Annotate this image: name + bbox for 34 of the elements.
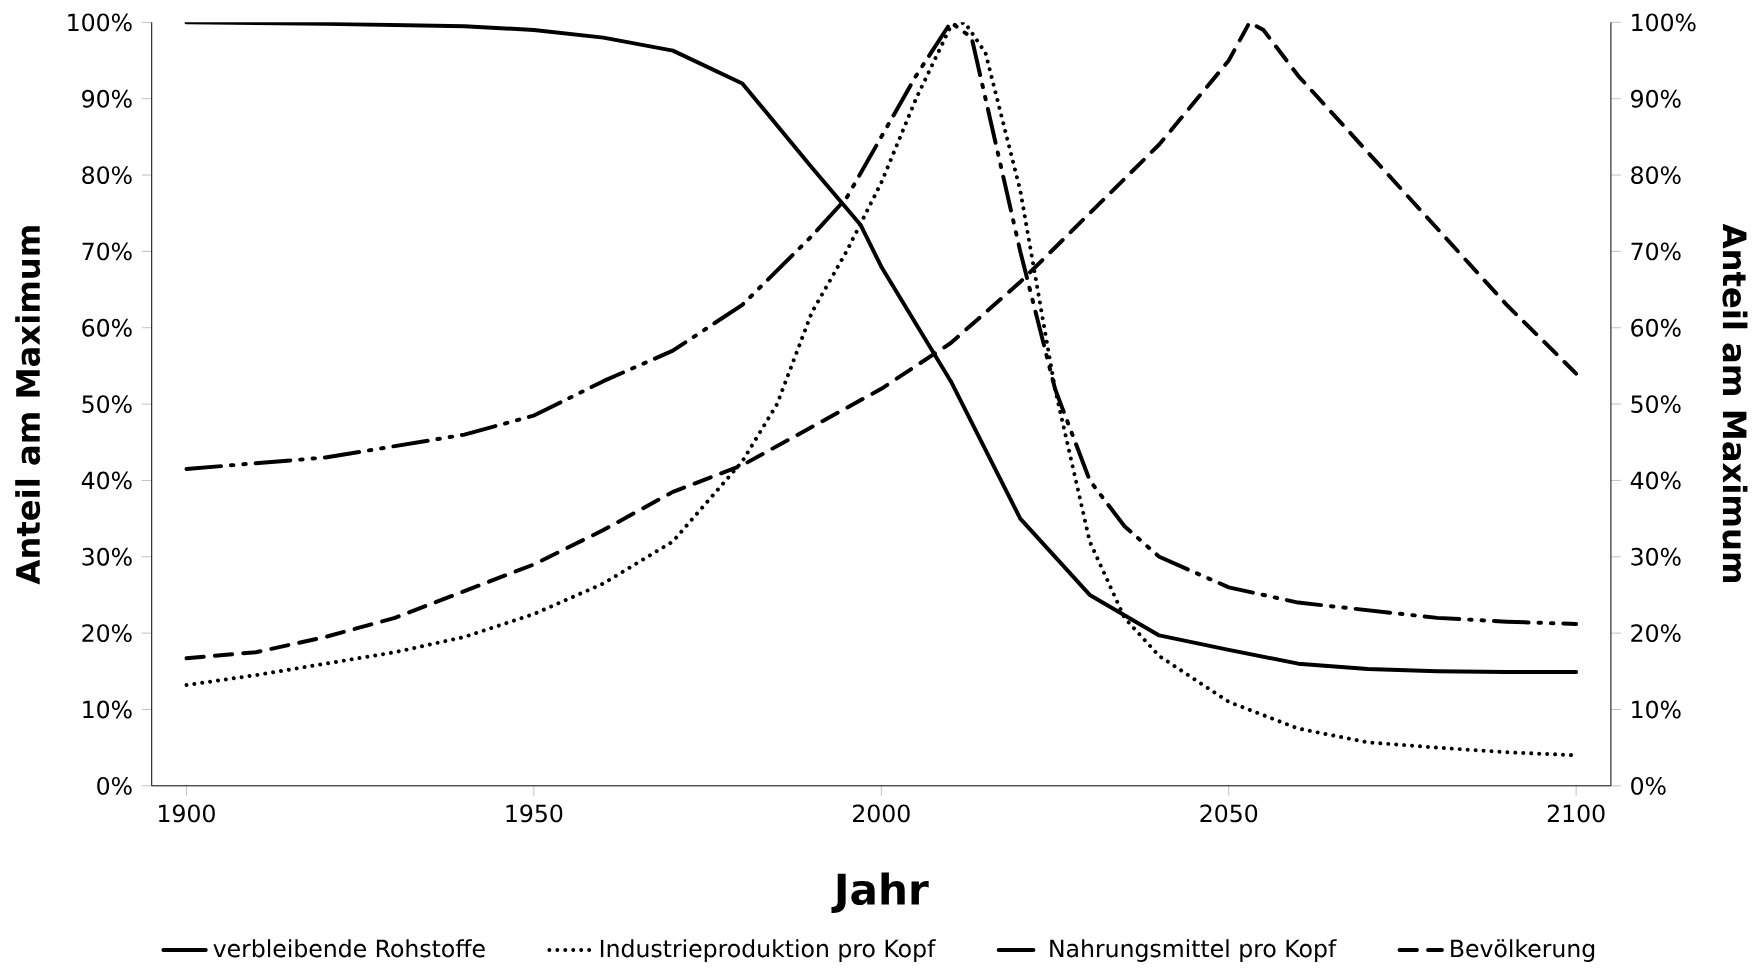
y2-axis-title: Anteil am Maximum xyxy=(1722,223,1748,582)
y2-tick-label: 10% xyxy=(1632,700,1681,719)
x-tick-label: 2050 xyxy=(1200,804,1258,823)
y-tick-label: 0% xyxy=(97,776,132,795)
y2-tick-label: 0% xyxy=(1631,776,1666,795)
x-axis-title: Jahr xyxy=(831,872,929,913)
y2-tick-label: 80% xyxy=(1631,166,1681,184)
y-tick-label: 20% xyxy=(82,624,132,643)
legend-label: Industrieproduktion pro Kopf xyxy=(600,939,936,962)
x-tick-label: 1900 xyxy=(159,804,215,823)
y-tick-label: 70% xyxy=(82,242,132,261)
x-tick-label: 1950 xyxy=(506,804,563,823)
y-tick-label: 80% xyxy=(82,166,132,184)
y-tick-label: 40% xyxy=(81,471,132,490)
y-tick-label: 100% xyxy=(68,13,132,32)
y-tick-label: 90% xyxy=(82,89,132,108)
y2-tick-label: 30% xyxy=(1631,547,1681,566)
y-tick-label: 10% xyxy=(83,700,132,719)
y2-tick-label: 20% xyxy=(1631,624,1681,643)
y2-tick-label: 70% xyxy=(1631,242,1681,261)
x-tick-label: 2100 xyxy=(1547,804,1605,823)
legend-label: verbleibende Rohstoffe xyxy=(213,939,485,958)
y2-tick-label: 100% xyxy=(1632,13,1696,32)
y-tick-label: 30% xyxy=(82,547,132,566)
x-tick-label: 2000 xyxy=(853,804,910,823)
legend-label: Bevölkerung xyxy=(1451,939,1595,962)
y-axis-title: Anteil am Maximum xyxy=(15,226,41,585)
y2-tick-label: 60% xyxy=(1631,318,1681,337)
legend-label: Nahrungsmittel pro Kopf xyxy=(1050,939,1337,962)
y2-tick-label: 40% xyxy=(1630,471,1681,490)
y2-tick-label: 90% xyxy=(1631,89,1681,108)
y2-tick-label: 50% xyxy=(1631,395,1681,414)
y-tick-label: 50% xyxy=(82,395,132,414)
y-tick-label: 60% xyxy=(82,318,132,337)
